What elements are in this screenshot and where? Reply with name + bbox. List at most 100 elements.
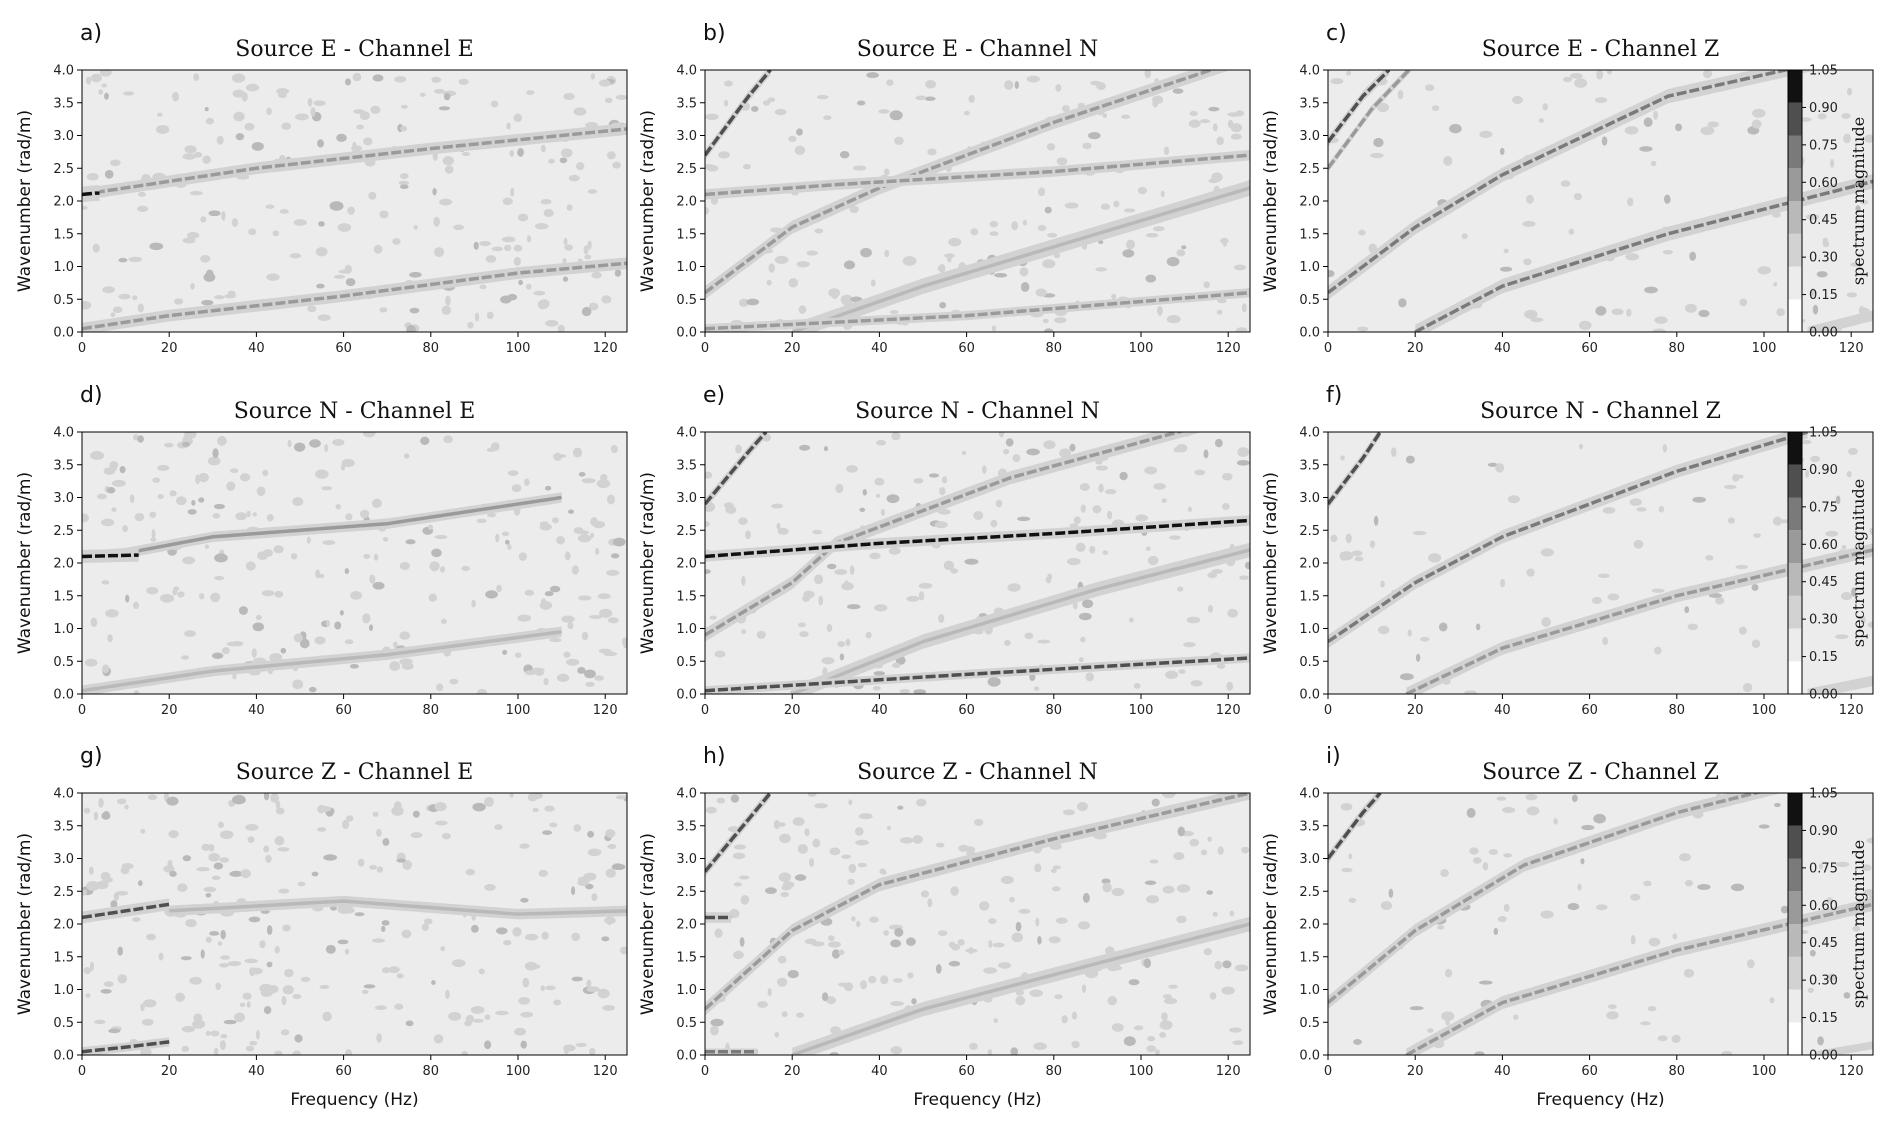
noise-blob (604, 916, 616, 925)
noise-blob (344, 568, 350, 575)
noise-blob (774, 1031, 780, 1038)
noise-blob (181, 1025, 196, 1033)
noise-blob (124, 804, 129, 810)
colorbar-tick-label: 0.90 (1809, 463, 1838, 478)
noise-blob (549, 637, 562, 643)
noise-blob (473, 241, 479, 250)
noise-blob (605, 868, 616, 878)
noise-blob (557, 324, 565, 332)
noise-blob (1098, 483, 1104, 493)
noise-blob (762, 100, 771, 106)
noise-blob (888, 547, 901, 555)
noise-blob (1162, 994, 1173, 999)
noise-blob (1376, 102, 1390, 113)
noise-blob (284, 968, 294, 978)
noise-blob (280, 1029, 290, 1036)
noise-blob (852, 165, 867, 171)
colorbar-tick-label: 0.75 (1809, 861, 1838, 876)
noise-blob (868, 975, 877, 984)
noise-blob (723, 502, 734, 509)
noise-blob (342, 819, 350, 830)
noise-blob (1700, 126, 1715, 136)
noise-blob (564, 551, 571, 561)
noise-blob (369, 574, 376, 584)
spectrum-field (82, 70, 627, 332)
panel-title: Source E - Channel E (235, 37, 473, 62)
panel-label: b) (703, 21, 726, 46)
x-axis-label: Frequency (Hz) (913, 1090, 1041, 1110)
noise-blob (1571, 794, 1578, 803)
noise-blob (1697, 883, 1711, 890)
noise-blob (464, 1020, 472, 1027)
noise-blob (1078, 657, 1084, 663)
noise-blob (705, 206, 710, 215)
noise-blob (705, 569, 711, 574)
colorbar-step (1788, 266, 1802, 300)
noise-blob (911, 998, 917, 1005)
noise-blob (341, 458, 355, 468)
dispersion-mode-curve (705, 153, 1250, 197)
x-tick-label: 100 (506, 1064, 531, 1079)
colorbar-tick-label: 0.15 (1809, 1011, 1838, 1026)
noise-blob (265, 204, 275, 209)
noise-blob (571, 886, 576, 896)
noise-blob (122, 525, 128, 533)
panel-title: Source Z - Channel N (857, 760, 1098, 785)
noise-blob (392, 238, 401, 245)
noise-blob (581, 306, 592, 317)
noise-blob (538, 869, 548, 877)
y-tick-label: 0.0 (53, 688, 74, 703)
x-tick-label: 0 (701, 341, 709, 356)
noise-blob (606, 494, 615, 505)
dispersion-mode-curve (82, 630, 562, 693)
noise-blob (589, 614, 603, 619)
noise-blob (1692, 496, 1707, 503)
y-tick-label: 0.0 (1299, 688, 1320, 703)
noise-blob (382, 838, 390, 846)
noise-blob (1624, 126, 1639, 135)
noise-blob (146, 587, 159, 595)
noise-blob (101, 580, 110, 585)
x-tick-label: 20 (1407, 1064, 1424, 1079)
noise-blob (429, 561, 440, 572)
noise-blob (1100, 203, 1110, 210)
noise-blob (549, 585, 561, 593)
noise-blob (235, 133, 245, 141)
noise-blob (766, 279, 772, 286)
noise-blob (359, 111, 370, 121)
noise-blob (273, 545, 284, 554)
noise-blob (1675, 123, 1683, 132)
colorbar-label: spectrum magnitude (1849, 479, 1868, 647)
noise-blob (1055, 84, 1062, 92)
noise-blob (399, 631, 411, 640)
noise-blob (1061, 1015, 1068, 1024)
y-tick-label: 1.0 (1299, 983, 1320, 998)
noise-blob (325, 619, 330, 627)
noise-blob (1187, 506, 1192, 512)
noise-blob (1662, 443, 1668, 453)
x-tick-label: 0 (78, 341, 86, 356)
noise-blob (368, 191, 377, 200)
noise-blob (1172, 88, 1184, 94)
noise-blob (1217, 846, 1224, 855)
noise-blob (1340, 802, 1353, 811)
noise-blob (837, 640, 846, 648)
noise-blob (1437, 925, 1445, 930)
noise-blob (1812, 304, 1819, 315)
noise-blob (792, 817, 805, 826)
noise-blob (1024, 632, 1034, 640)
noise-blob (705, 113, 719, 121)
noise-blob (1774, 802, 1781, 808)
noise-blob (207, 456, 221, 466)
noise-blob (1684, 303, 1698, 313)
noise-blob (598, 79, 611, 87)
noise-blob (370, 105, 381, 114)
noise-blob (1772, 516, 1782, 526)
noise-blob (883, 168, 890, 176)
noise-blob (1064, 202, 1079, 209)
noise-blob (1004, 80, 1014, 90)
noise-blob (514, 652, 522, 658)
plot-background (1328, 432, 1873, 694)
noise-blob (266, 107, 272, 116)
x-tick-label: 0 (1324, 1064, 1332, 1079)
